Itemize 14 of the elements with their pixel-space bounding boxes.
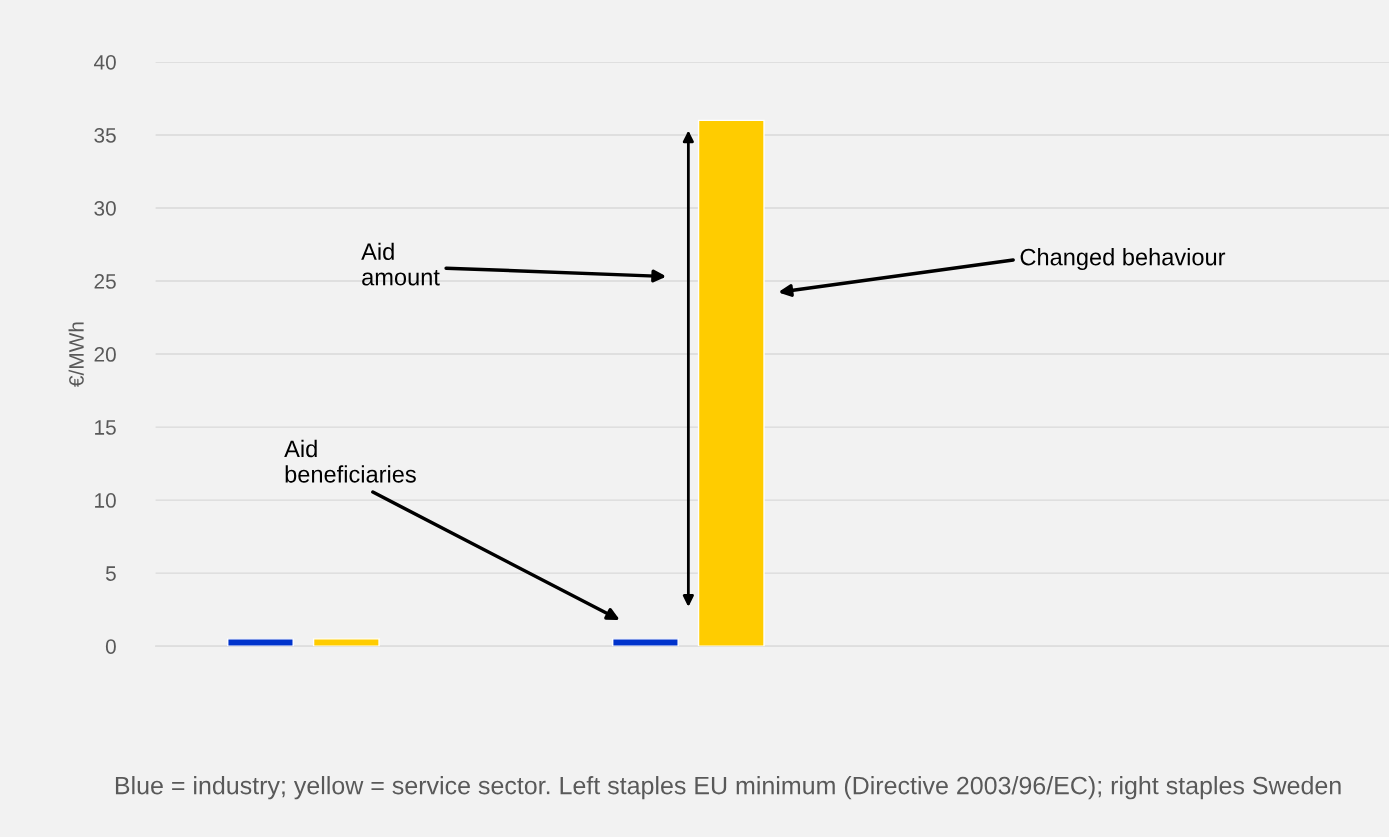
y-tick-label: 0 — [105, 639, 116, 654]
annotation: Changed behaviour — [1020, 248, 1226, 271]
annotation: Aid beneficiaries — [284, 439, 416, 483]
y-tick-label: 20 — [94, 347, 116, 362]
y-tick-label: 10 — [95, 493, 116, 508]
y-tick-label: 5 — [105, 566, 116, 581]
y-tick-label: 25 — [94, 274, 116, 289]
y-axis-title: €/MWh — [68, 322, 84, 387]
y-tick-label: 35 — [94, 127, 116, 143]
y-tick-label: 15 — [95, 420, 116, 435]
text: Blue = industry; yellow = service sector. Left staples EU minimum (Directive 2003/96/EC); right staples Sweden — [115, 776, 1341, 800]
y-tick-label: 40 — [93, 54, 116, 70]
y-tick-label: 30 — [94, 201, 116, 216]
annotation: Aid amount — [361, 242, 440, 286]
